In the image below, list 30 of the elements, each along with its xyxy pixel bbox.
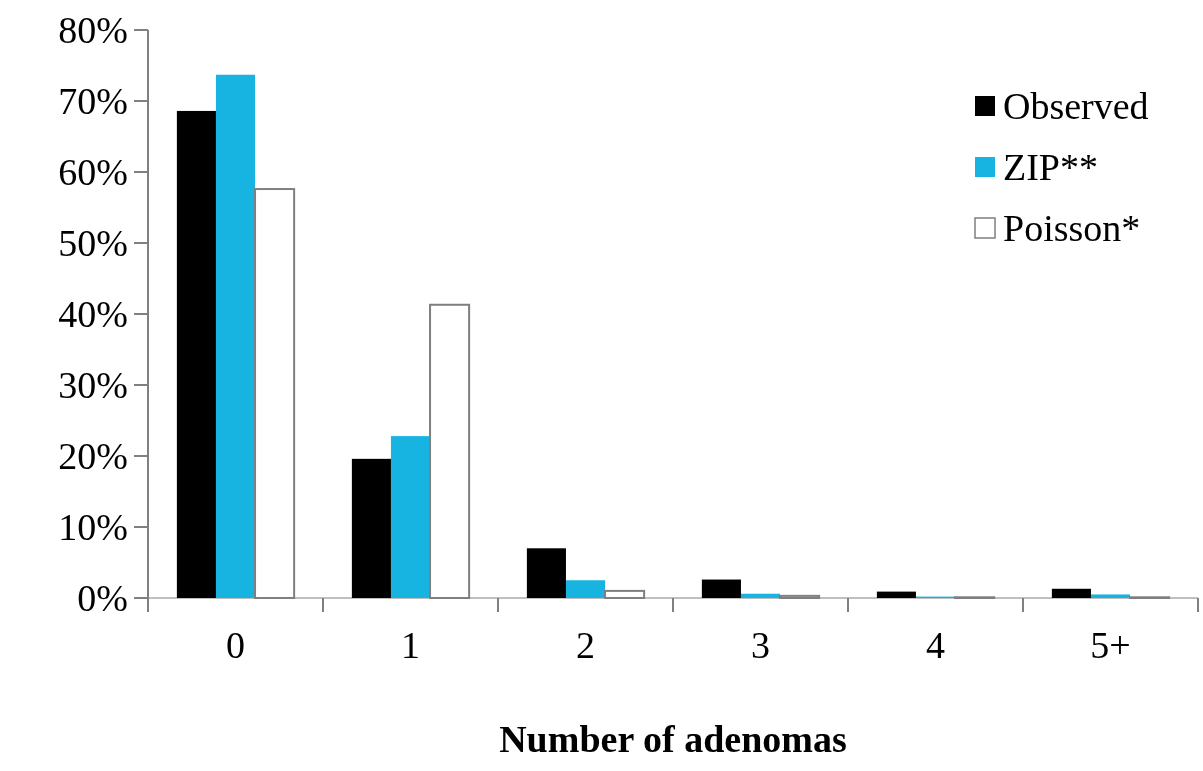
y-tick-label: 80% — [58, 9, 128, 52]
y-tick-label: 20% — [58, 435, 128, 478]
x-tick-label: 4 — [926, 624, 945, 666]
y-tick-label: 70% — [58, 80, 128, 123]
legend-label: Poisson* — [1003, 207, 1141, 250]
bar — [526, 548, 566, 598]
y-tick-label: 10% — [58, 506, 128, 549]
bar — [1090, 594, 1131, 598]
y-tick-label: 60% — [58, 151, 128, 194]
bar — [215, 74, 256, 598]
legend-label: Observed — [1003, 85, 1149, 128]
bar — [565, 580, 606, 598]
legend-label: ZIP** — [1003, 146, 1098, 189]
x-tick-label: 3 — [751, 624, 770, 666]
bar — [176, 110, 216, 598]
x-tick-label: 2 — [576, 624, 595, 666]
bar — [876, 591, 916, 598]
y-tick-label: 0% — [77, 577, 128, 620]
y-tick-label: 50% — [58, 222, 128, 265]
bar — [351, 458, 391, 598]
bar — [390, 436, 431, 598]
x-tick-label: 0 — [226, 624, 245, 666]
bar — [1051, 588, 1091, 598]
y-tick-label: 30% — [58, 364, 128, 407]
bar — [740, 593, 781, 598]
y-tick-label: 40% — [58, 293, 128, 336]
x-tick-label: 1 — [401, 624, 420, 666]
x-axis-title: Number of adenomas — [499, 718, 847, 760]
x-tick-label: 5+ — [1090, 624, 1131, 666]
bar — [701, 579, 741, 598]
